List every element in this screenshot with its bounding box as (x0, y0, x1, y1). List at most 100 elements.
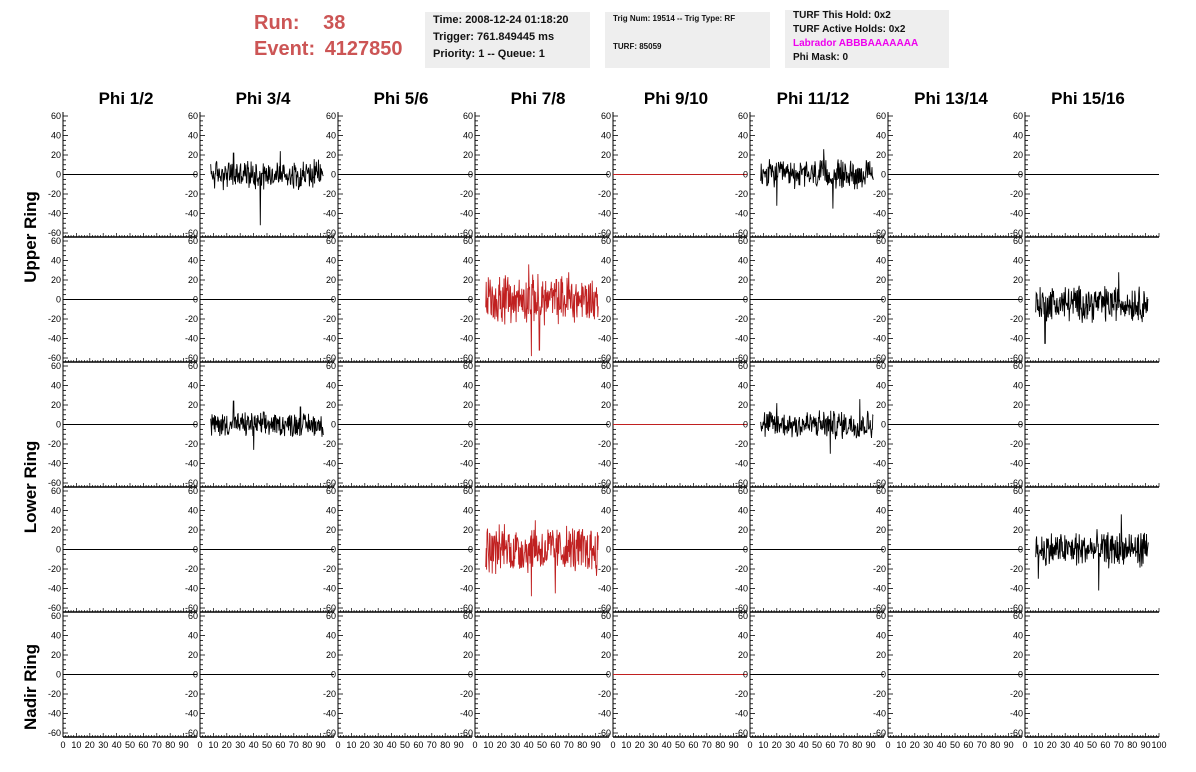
panel-r2-c4-ytick-label: 20 (463, 275, 473, 285)
panel-r2-c4-ytick-label: 0 (468, 295, 473, 305)
panel-r2-c2-ytick-label: 20 (188, 275, 198, 285)
panel-r3-c4-ytick-label: -40 (460, 459, 473, 469)
panel-r3-c4-ytick-label: 20 (463, 400, 473, 410)
panel-r1-c2-ytick-label: -60 (185, 228, 198, 238)
panel-r4-c8-ytick-label: -20 (1010, 564, 1023, 574)
column-title-1: Phi 1/2 (99, 89, 154, 108)
panel-r5-c6-ytick-label: -60 (735, 728, 748, 738)
panel-r3-c2-ytick-label: -20 (185, 439, 198, 449)
x-tick-label-c2: 40 (249, 740, 259, 750)
panel-r1-c4-ytick-label: -20 (460, 189, 473, 199)
panel-r2-c5-ytick-label: -20 (598, 314, 611, 324)
panel-r3-c1-ytick-label: -40 (48, 459, 61, 469)
panel-r4-c2-ytick-label: -60 (185, 603, 198, 613)
panel-r1-c5-ytick-label: 20 (601, 150, 611, 160)
x-tick-label-c4: 70 (564, 740, 574, 750)
panel-r1-c6-ytick-label: -60 (735, 228, 748, 238)
panel-r5-c6-ytick-label: 0 (743, 670, 748, 680)
run-label: Run: (254, 12, 300, 34)
x-tick-label-c5: 90 (729, 740, 739, 750)
panel-r4-c4-ytick-label: 60 (463, 486, 473, 496)
panel-r3-c7-ytick-label: 20 (876, 400, 886, 410)
x-tick-label-c3: 50 (400, 740, 410, 750)
panel-r2-c2-ytick-label: -20 (185, 314, 198, 324)
panel-r3-c1-ytick-label: 0 (56, 420, 61, 430)
panel-r1-c2-ytick-label: -40 (185, 209, 198, 219)
column-title-7: Phi 13/14 (914, 89, 988, 108)
panel-r4-c4-ytick-label: 20 (463, 525, 473, 535)
panel-r1-c6-waveform-line (760, 149, 874, 209)
panel-r5-c2-ytick-label: -60 (185, 728, 198, 738)
x-tick-label-c5: 70 (702, 740, 712, 750)
panel-r1-c8-ytick-label: 40 (1013, 131, 1023, 141)
turf-this-hold-text: TURF This Hold: 0x2 (793, 10, 891, 21)
panel-r5-c5-ytick-label: -60 (598, 728, 611, 738)
x-tick-label-c6: 40 (799, 740, 809, 750)
panel-r3-c1-ytick-label: 40 (51, 381, 61, 391)
panel-r3-c5-ytick-label: -60 (598, 478, 611, 488)
panel-r3-c3-ytick-label: 20 (326, 400, 336, 410)
panel-r2-c3-ytick-label: 40 (326, 256, 336, 266)
panel-r4-c8-ytick-label: 60 (1013, 486, 1023, 496)
x-tick-label-c3: 20 (360, 740, 370, 750)
panel-r2-c1-ytick-label: -20 (48, 314, 61, 324)
panel-r1-c7-ytick-label: 60 (876, 111, 886, 121)
x-tick-label-c2: 80 (302, 740, 312, 750)
panel-r2-c7-ytick-label: 40 (876, 256, 886, 266)
panel-r3-c1-ytick-label: -20 (48, 439, 61, 449)
panel-r1-c6-ytick-label: -40 (735, 209, 748, 219)
panel-r2-c7-ytick-label: 20 (876, 275, 886, 285)
panel-r1-c8-ytick-label: 60 (1013, 111, 1023, 121)
panel-r4-c6-ytick-label: 0 (743, 545, 748, 555)
x-tick-label-c5: 50 (675, 740, 685, 750)
panel-r5-c5-ytick-label: -20 (598, 689, 611, 699)
panel-r2-c8-ytick-label: -60 (1010, 353, 1023, 363)
panel-r2-c2-ytick-label: -40 (185, 334, 198, 344)
panel-r1-c5-ytick-label: 0 (606, 170, 611, 180)
panel-r4-c1-ytick-label: 60 (51, 486, 61, 496)
panel-r2-c3-ytick-label: 20 (326, 275, 336, 285)
panel-r2-c7-ytick-label: 0 (881, 295, 886, 305)
panel-r2-c7-ytick-label: 60 (876, 236, 886, 246)
x-tick-label-c1: 60 (138, 740, 148, 750)
column-title-3: Phi 5/6 (374, 89, 429, 108)
panel-r3-c1-ytick-label: 60 (51, 361, 61, 371)
panel-r5-c1-ytick-label: 0 (56, 670, 61, 680)
panel-r4-c8-ytick-label: 40 (1013, 506, 1023, 516)
panel-r5-c2-ytick-label: 20 (188, 650, 198, 660)
x-tick-label-c2: 10 (208, 740, 218, 750)
x-tick-label-c1: 80 (165, 740, 175, 750)
panel-r4-c5-ytick-label: -60 (598, 603, 611, 613)
panel-r5-c8-ytick-label: -60 (1010, 728, 1023, 738)
column-title-8: Phi 15/16 (1051, 89, 1125, 108)
x-tick-label-c8: 60 (1100, 740, 1110, 750)
x-tick-label-c1: 70 (152, 740, 162, 750)
x-tick-label-c6: 80 (852, 740, 862, 750)
panel-r1-c8-ytick-label: -20 (1010, 189, 1023, 199)
panel-r5-c7-ytick-label: 60 (876, 611, 886, 621)
panel-r5-c1-ytick-label: 40 (51, 631, 61, 641)
panel-r3-c4-ytick-label: -60 (460, 478, 473, 488)
panel-r4-c5-ytick-label: 0 (606, 545, 611, 555)
x-tick-label-c6: 90 (866, 740, 876, 750)
panel-r5-c7-ytick-label: -20 (873, 689, 886, 699)
panel-r4-c4-ytick-label: 0 (468, 545, 473, 555)
x-tick-label-c1: 50 (125, 740, 135, 750)
panel-r1-c3-ytick-label: -60 (323, 228, 336, 238)
x-tick-label-c8: 10 (1033, 740, 1043, 750)
panel-r3-c8-ytick-label: 0 (1018, 420, 1023, 430)
panel-r5-c8-ytick-label: 60 (1013, 611, 1023, 621)
x-tick-label-c4: 90 (591, 740, 601, 750)
x-tick-label-c7: 20 (910, 740, 920, 750)
column-title-2: Phi 3/4 (236, 89, 291, 108)
x-tick-label-c6: 0 (747, 740, 752, 750)
x-tick-label-c8: 0 (1022, 740, 1027, 750)
panel-r2-c5-ytick-label: -40 (598, 334, 611, 344)
panel-r4-c3-ytick-label: -60 (323, 603, 336, 613)
x-tick-label-c3: 30 (373, 740, 383, 750)
panel-r5-c4-ytick-label: 40 (463, 631, 473, 641)
panel-r1-c6-ytick-label: 60 (738, 111, 748, 121)
ring-title-1: Upper Ring (21, 191, 40, 283)
panel-r3-c6-ytick-label: -60 (735, 478, 748, 488)
panel-r5-c3-ytick-label: 40 (326, 631, 336, 641)
